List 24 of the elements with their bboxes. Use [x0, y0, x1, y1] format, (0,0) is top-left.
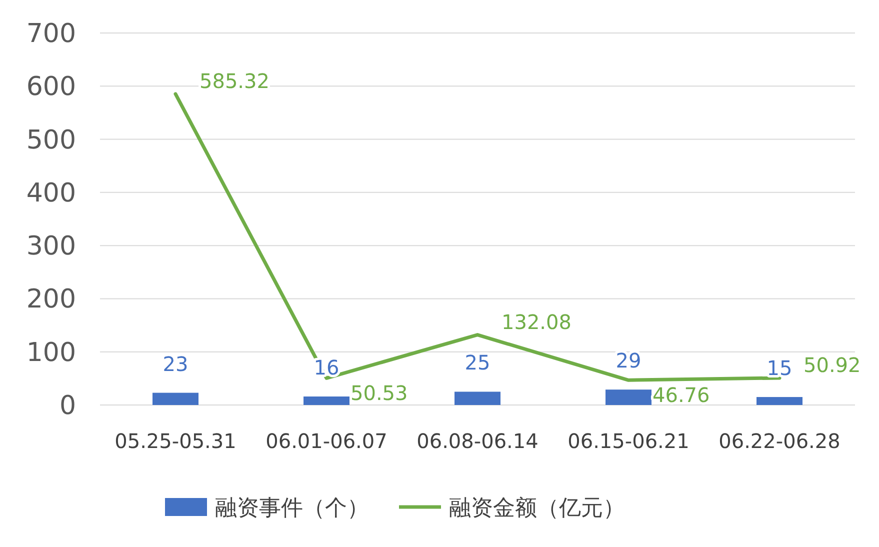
y-tick-label: 400 [26, 178, 76, 208]
x-tick-label: 06.01-06.07 [266, 429, 388, 453]
data-label: 25 [464, 350, 490, 375]
x-tick-label: 06.22-06.28 [718, 429, 840, 453]
x-tick-label: 05.25-05.31 [114, 429, 236, 453]
data-label: 585.32 [200, 68, 270, 93]
y-tick-label: 600 [26, 72, 76, 102]
y-tick-label: 0 [59, 391, 76, 421]
y-tick-label: 100 [26, 338, 76, 368]
data-label: 132.08 [502, 310, 572, 334]
data-label: 46.76 [652, 383, 710, 408]
data-label: 15 [766, 356, 792, 380]
legend-label: 融资金额（亿元） [449, 496, 625, 521]
data-label: 50.92 [804, 352, 861, 377]
data-label: 50.53 [350, 381, 408, 406]
data-label: 29 [616, 348, 642, 373]
y-tick-label: 300 [26, 232, 76, 262]
legend-label: 融资事件（个） [215, 496, 369, 521]
y-tick-label: 200 [26, 284, 76, 315]
x-tick-label: 06.15-06.21 [568, 429, 690, 453]
y-tick-label: 700 [26, 19, 76, 49]
data-label: 23 [162, 352, 188, 376]
x-tick-label: 06.08-06.14 [416, 429, 538, 453]
y-tick-label: 500 [26, 125, 76, 156]
